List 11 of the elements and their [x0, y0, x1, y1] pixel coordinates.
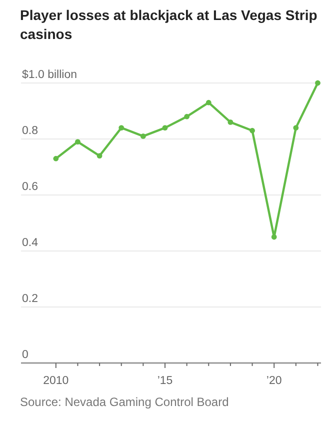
y-tick-label: 0.2	[22, 293, 38, 305]
source-note: Source: Nevada Gaming Control Board	[20, 395, 229, 409]
y-tick-label: 0.8	[22, 125, 38, 137]
y-tick-label: $1.0 billion	[22, 69, 77, 81]
x-tick-label: ’20	[266, 375, 282, 387]
y-tick-label: 0.4	[22, 237, 39, 249]
y-tick-label: 0	[22, 349, 28, 361]
x-tick-label: ’15	[157, 375, 173, 387]
x-tick-label: 2010	[43, 375, 69, 387]
chart-title: Player losses at blackjack at Las Vegas Strip casinos	[20, 7, 318, 42]
y-tick-label: 0.6	[22, 181, 38, 193]
